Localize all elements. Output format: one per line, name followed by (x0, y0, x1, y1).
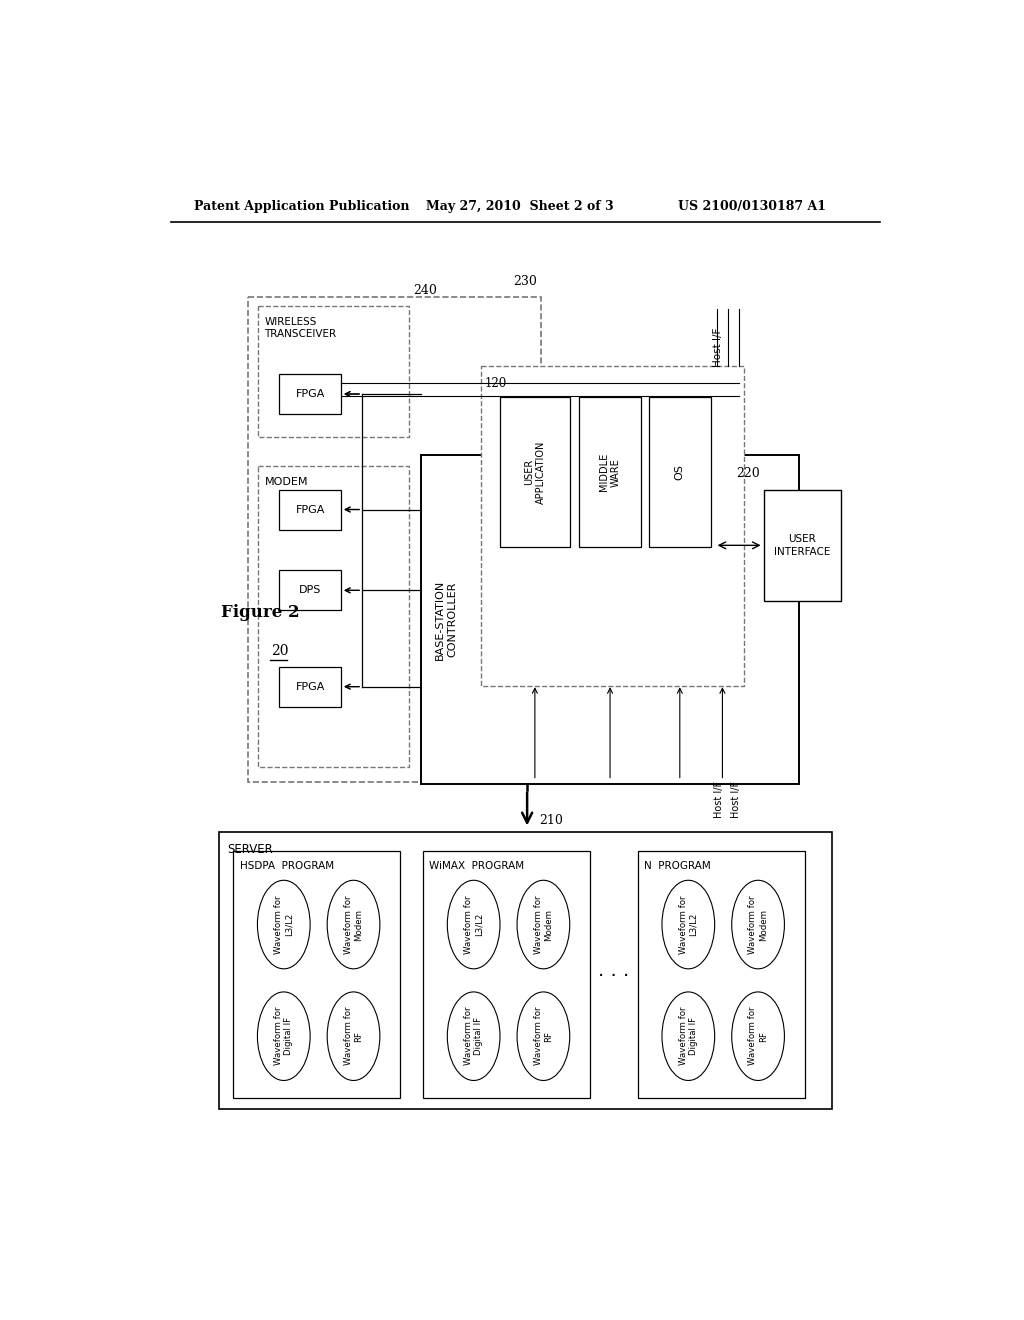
Text: 230: 230 (513, 275, 538, 288)
Ellipse shape (328, 880, 380, 969)
FancyBboxPatch shape (280, 374, 341, 414)
FancyBboxPatch shape (421, 455, 799, 784)
Text: SERVER: SERVER (227, 843, 273, 855)
Ellipse shape (517, 991, 569, 1081)
FancyBboxPatch shape (219, 832, 831, 1109)
Text: Waveform for
Modem: Waveform for Modem (749, 895, 768, 954)
Text: May 27, 2010  Sheet 2 of 3: May 27, 2010 Sheet 2 of 3 (426, 199, 614, 213)
Text: . . .: . . . (598, 961, 629, 981)
Text: Figure 2: Figure 2 (221, 605, 300, 622)
Ellipse shape (517, 880, 569, 969)
FancyBboxPatch shape (280, 490, 341, 529)
Text: FPGA: FPGA (296, 681, 325, 692)
Ellipse shape (447, 991, 500, 1081)
Text: Host I/F: Host I/F (714, 780, 724, 817)
Ellipse shape (732, 880, 784, 969)
Ellipse shape (732, 991, 784, 1081)
FancyBboxPatch shape (248, 297, 541, 781)
Text: FPGA: FPGA (296, 389, 325, 399)
FancyBboxPatch shape (280, 667, 341, 706)
Text: Waveform for
Modem: Waveform for Modem (344, 895, 364, 954)
FancyBboxPatch shape (579, 397, 641, 548)
Text: BASE-STATION
CONTROLLER: BASE-STATION CONTROLLER (434, 579, 457, 660)
Text: MIDDLE
WARE: MIDDLE WARE (599, 453, 621, 491)
Text: US 2100/0130187 A1: US 2100/0130187 A1 (678, 199, 826, 213)
Text: Host I/F: Host I/F (713, 327, 723, 367)
Text: 240: 240 (414, 284, 437, 297)
FancyBboxPatch shape (638, 851, 805, 1098)
Text: USER
APPLICATION: USER APPLICATION (524, 441, 546, 504)
Text: DPS: DPS (299, 585, 322, 595)
Text: WiMAX  PROGRAM: WiMAX PROGRAM (429, 861, 524, 871)
Text: FPGA: FPGA (296, 504, 325, 515)
FancyBboxPatch shape (764, 490, 841, 601)
Text: HSDPA  PROGRAM: HSDPA PROGRAM (240, 861, 334, 871)
Ellipse shape (257, 991, 310, 1081)
Text: OS: OS (675, 465, 685, 480)
Text: WIRELESS
TRANSCEIVER: WIRELESS TRANSCEIVER (264, 317, 337, 339)
Text: N  PROGRAM: N PROGRAM (644, 861, 711, 871)
Text: Waveform for
RF: Waveform for RF (749, 1007, 768, 1065)
Text: Waveform for
RF: Waveform for RF (534, 1007, 553, 1065)
FancyBboxPatch shape (423, 851, 590, 1098)
Text: 120: 120 (484, 378, 507, 391)
FancyBboxPatch shape (500, 397, 569, 548)
Text: 220: 220 (736, 467, 760, 480)
Text: Patent Application Publication: Patent Application Publication (194, 199, 410, 213)
Text: Host I/F: Host I/F (730, 780, 740, 817)
Text: Waveform for
Digital IF: Waveform for Digital IF (274, 1007, 294, 1065)
Text: USER
INTERFACE: USER INTERFACE (774, 535, 830, 557)
Text: Waveform for
Modem: Waveform for Modem (534, 895, 553, 954)
Ellipse shape (662, 880, 715, 969)
Text: 20: 20 (271, 644, 289, 659)
FancyBboxPatch shape (258, 306, 410, 437)
Text: 210: 210 (539, 814, 562, 828)
FancyBboxPatch shape (258, 466, 410, 767)
Ellipse shape (447, 880, 500, 969)
Text: Waveform for
L3/L2: Waveform for L3/L2 (679, 895, 698, 954)
Text: Waveform for
L3/L2: Waveform for L3/L2 (274, 895, 294, 954)
FancyBboxPatch shape (280, 570, 341, 610)
FancyBboxPatch shape (233, 851, 400, 1098)
Text: Waveform for
L3/L2: Waveform for L3/L2 (464, 895, 483, 954)
Text: Waveform for
Digital IF: Waveform for Digital IF (679, 1007, 698, 1065)
FancyBboxPatch shape (649, 397, 711, 548)
Text: Waveform for
Digital IF: Waveform for Digital IF (464, 1007, 483, 1065)
Text: Waveform for
RF: Waveform for RF (344, 1007, 364, 1065)
Text: MODEM: MODEM (264, 478, 308, 487)
FancyBboxPatch shape (480, 367, 744, 686)
Ellipse shape (257, 880, 310, 969)
Ellipse shape (328, 991, 380, 1081)
Ellipse shape (662, 991, 715, 1081)
